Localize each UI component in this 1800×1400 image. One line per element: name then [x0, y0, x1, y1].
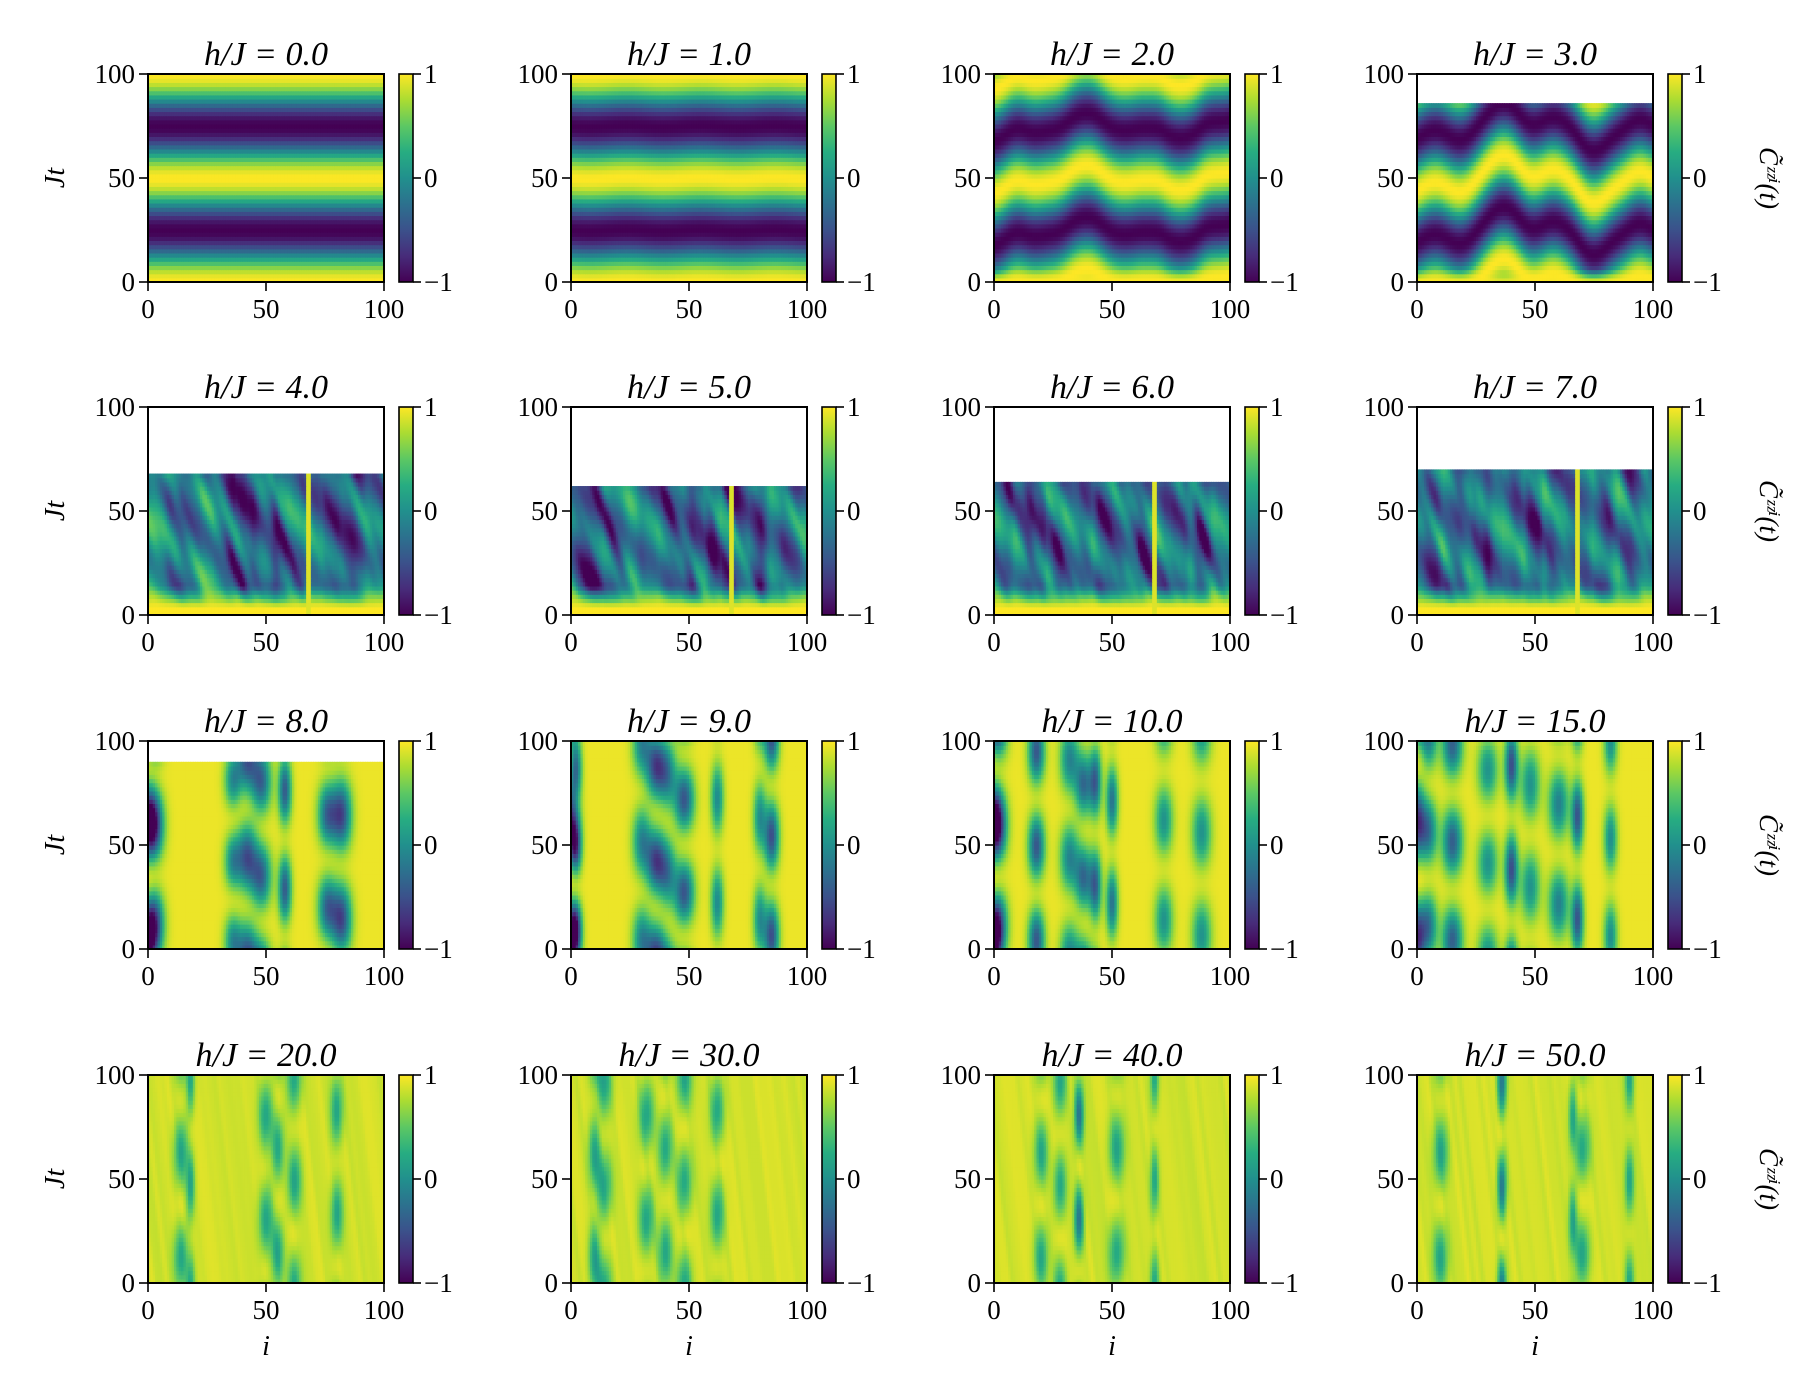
heatmap-cells: [148, 74, 385, 283]
